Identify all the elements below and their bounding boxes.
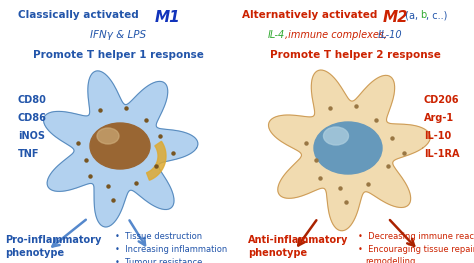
- Text: Arg-1: Arg-1: [424, 113, 454, 123]
- Ellipse shape: [97, 128, 119, 144]
- Text: phenotype: phenotype: [5, 248, 64, 258]
- Text: phenotype: phenotype: [248, 248, 307, 258]
- Text: •  Encouraging tissue repair and: • Encouraging tissue repair and: [358, 245, 474, 254]
- Text: IL-4: IL-4: [268, 30, 285, 40]
- Text: remodelling: remodelling: [365, 257, 415, 263]
- Text: iNOS: iNOS: [18, 131, 45, 141]
- Text: b: b: [420, 10, 426, 20]
- Text: M1: M1: [155, 10, 181, 25]
- Polygon shape: [44, 71, 198, 227]
- Text: IL-1RA: IL-1RA: [424, 149, 459, 159]
- Text: Alternatively activated: Alternatively activated: [242, 10, 381, 20]
- Text: ,immune complexes,: ,immune complexes,: [285, 30, 387, 40]
- Text: M2: M2: [383, 10, 409, 25]
- Ellipse shape: [323, 127, 348, 145]
- Polygon shape: [269, 70, 430, 231]
- Polygon shape: [146, 141, 166, 180]
- Text: , c..): , c..): [426, 10, 447, 20]
- Text: CD80: CD80: [18, 95, 47, 105]
- Text: •  Increasing inflammation: • Increasing inflammation: [115, 245, 227, 254]
- Ellipse shape: [90, 123, 150, 169]
- Text: CD206: CD206: [424, 95, 459, 105]
- Text: CD86: CD86: [18, 113, 47, 123]
- Text: •  Tissue destruction: • Tissue destruction: [115, 232, 202, 241]
- Text: •  Decreasing immune reactions: • Decreasing immune reactions: [358, 232, 474, 241]
- Text: Promote T helper 1 response: Promote T helper 1 response: [33, 50, 203, 60]
- Text: IL-10: IL-10: [375, 30, 401, 40]
- Ellipse shape: [314, 122, 382, 174]
- Text: Promote T helper 2 response: Promote T helper 2 response: [270, 50, 440, 60]
- Text: •  Tumour resistance: • Tumour resistance: [115, 258, 202, 263]
- Text: IL-10: IL-10: [424, 131, 451, 141]
- Text: Classically activated: Classically activated: [18, 10, 142, 20]
- Text: (a,: (a,: [402, 10, 421, 20]
- Text: Anti-inflammatory: Anti-inflammatory: [248, 235, 348, 245]
- Text: IFNγ & LPS: IFNγ & LPS: [90, 30, 146, 40]
- Text: TNF: TNF: [18, 149, 39, 159]
- Text: Pro-inflammatory: Pro-inflammatory: [5, 235, 101, 245]
